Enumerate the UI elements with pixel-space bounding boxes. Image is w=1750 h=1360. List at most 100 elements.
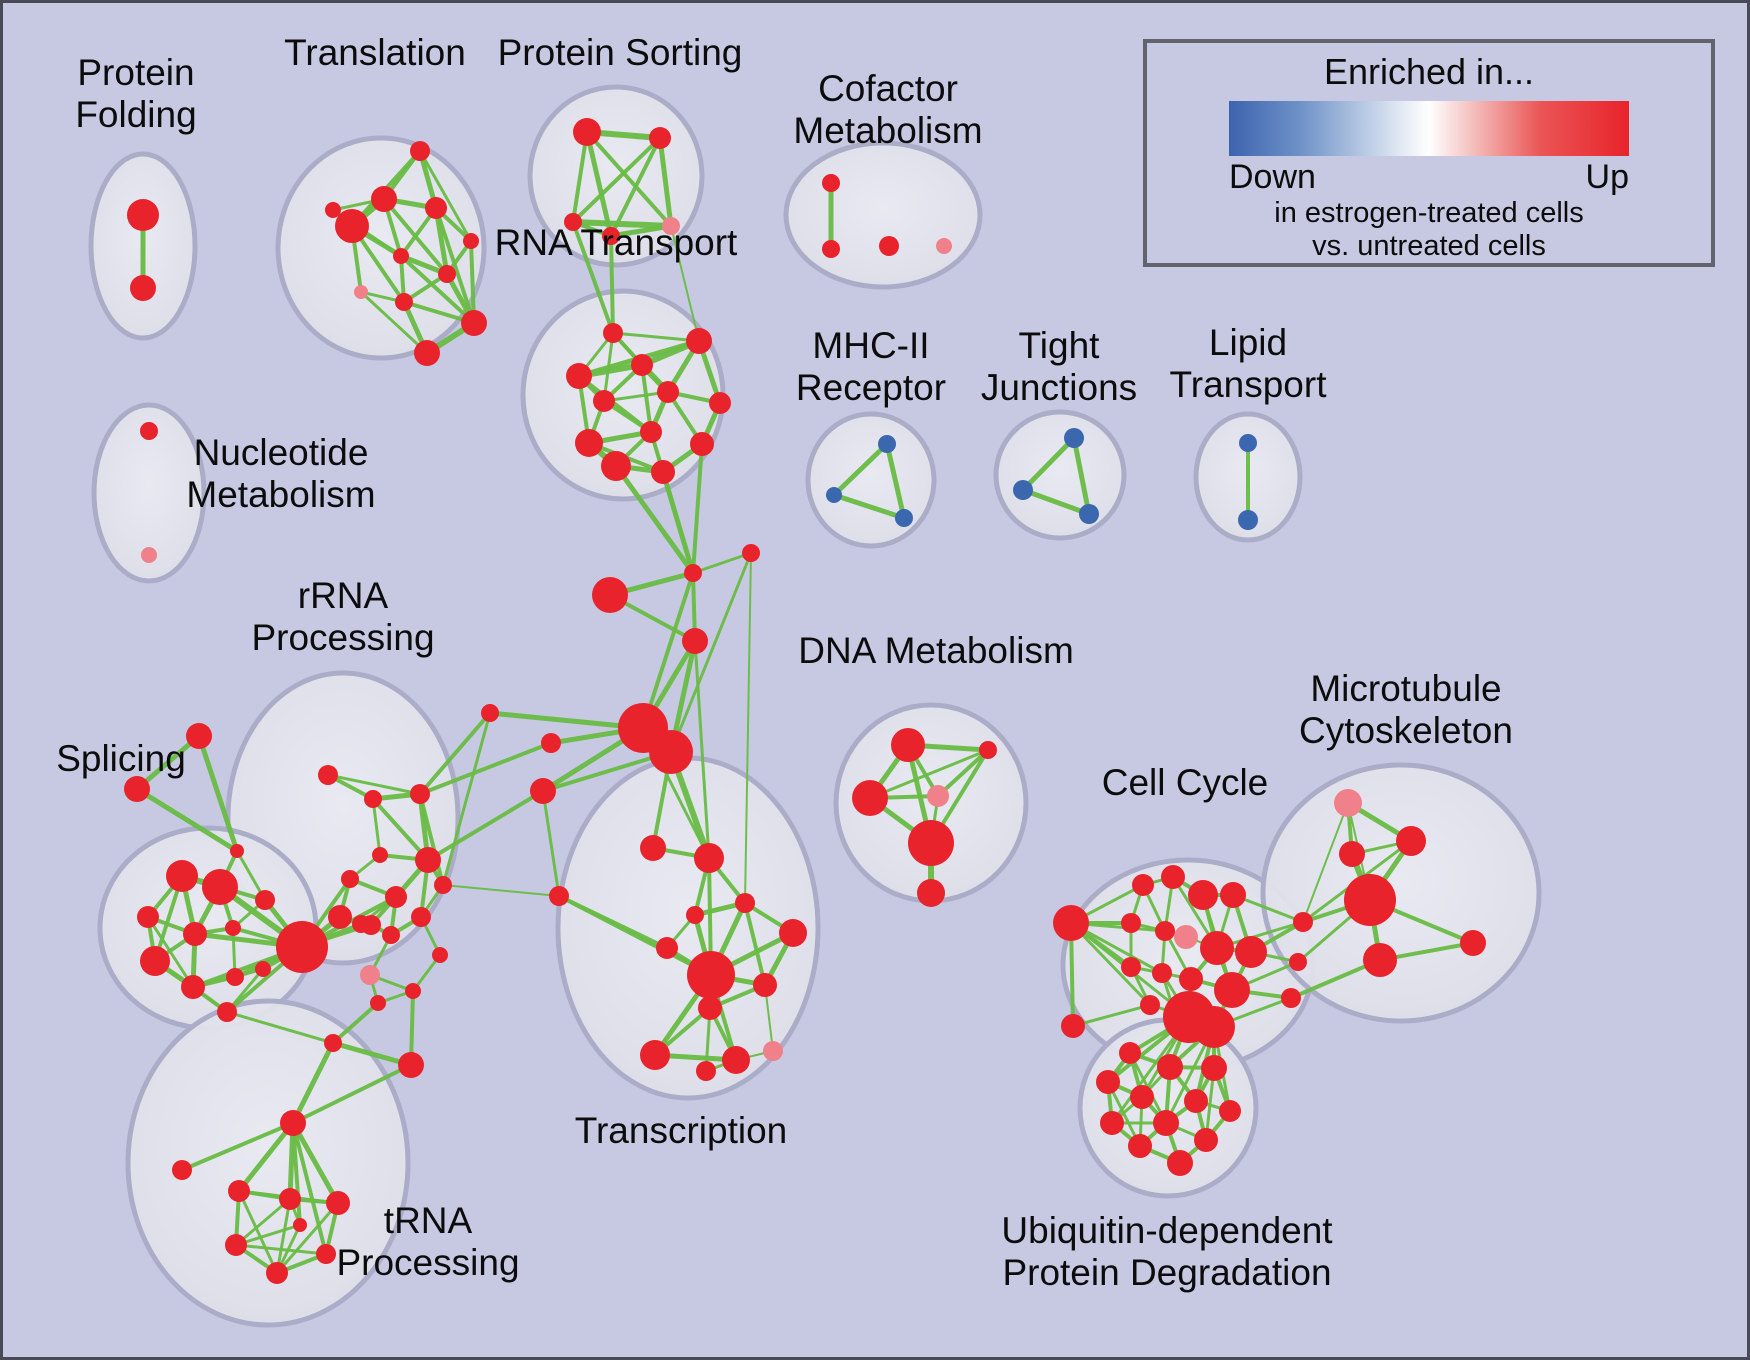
node-sp3 (137, 906, 159, 928)
edge-tl-tbh (180, 1121, 295, 1172)
edge-ps3-ps5 (570, 219, 674, 229)
edge-ps4-ps5 (608, 223, 674, 239)
node-tj3 (1079, 504, 1099, 524)
cluster-label-ubiquitin-degradation: Ubiquitin-dependent Protein Degradation (1001, 1210, 1333, 1293)
edge-rr9-c3 (442, 884, 560, 897)
node-ps4 (602, 227, 620, 245)
node-r4 (631, 354, 653, 376)
node-u7 (1219, 1100, 1241, 1122)
node-ps2 (649, 127, 671, 149)
network-svg: Protein Folding Translation Protein Sorting… (56, 32, 1542, 1328)
edge-r10-j1 (691, 442, 704, 575)
node-tr1 (640, 835, 666, 861)
edge-r4-r9 (640, 363, 653, 434)
edge-c2-rr6 (426, 789, 545, 862)
node-h2 (649, 730, 693, 774)
edge-r11-j1 (613, 463, 696, 576)
edge-tr3-tr8 (743, 901, 767, 987)
edge-c2-c3 (541, 789, 561, 898)
edge-xx1-tbh (290, 1040, 336, 1126)
node-c2 (530, 778, 556, 804)
node-r12 (651, 460, 675, 484)
node-sp5 (225, 920, 241, 936)
node-tr9 (698, 996, 722, 1020)
edge-tbh-tb3 (290, 1120, 341, 1206)
node-l1 (592, 577, 628, 613)
node-rr13 (411, 907, 431, 927)
node-cc1 (1132, 874, 1154, 896)
edge-ps1-ps5 (585, 130, 673, 228)
node-tb1 (228, 1180, 250, 1202)
node-n2 (141, 547, 157, 563)
edge-x2t-x3t (134, 786, 240, 854)
node-r6 (657, 381, 679, 403)
edge-m2-m3 (831, 492, 907, 521)
node-sp4 (183, 922, 207, 946)
cluster-label-translation: Translation (284, 32, 466, 73)
edge-ps2-ps5 (657, 135, 674, 229)
node-tr10 (640, 1040, 670, 1070)
edge-ov1-mtp (1302, 802, 1349, 923)
edge-c1-rr3 (418, 741, 553, 796)
node-d1 (891, 728, 925, 762)
legend-up-label: Up (1585, 158, 1629, 196)
node-j3 (742, 544, 760, 562)
edge-rr3-rr9 (418, 792, 445, 887)
node-rr3 (410, 784, 430, 804)
node-chb (1193, 1006, 1235, 1048)
node-r8 (575, 429, 603, 457)
legend-down-label: Down (1229, 158, 1316, 196)
node-tb2 (279, 1188, 301, 1210)
node-r1 (603, 323, 623, 343)
node-r11 (601, 451, 631, 481)
edge-ps2-ps4 (609, 136, 662, 238)
node-j1 (684, 564, 702, 582)
edge-x1t-x2t (134, 733, 202, 792)
node-rr17 (432, 947, 448, 963)
node-rr11 (361, 915, 381, 935)
cluster-label-nucleotide-metabolism: Nucleotide Metabolism (186, 432, 375, 515)
node-t3 (371, 186, 397, 212)
edge-cc13-cc15 (1071, 1003, 1152, 1028)
cluster-label-rna-transport: RNA Transport (495, 222, 738, 263)
node-cc15 (1061, 1014, 1085, 1038)
node-u2 (1157, 1054, 1183, 1080)
edge-tj2-tj3 (1020, 487, 1092, 517)
node-sp10 (217, 1002, 237, 1022)
node-sp11 (255, 961, 271, 977)
edge-ccl-cc13 (1069, 921, 1152, 1007)
edge-k1-rr3 (418, 711, 492, 796)
node-ps1 (573, 118, 601, 146)
node-tl (172, 1160, 192, 1180)
node-mtp (1334, 789, 1362, 817)
node-tb3 (326, 1191, 350, 1215)
node-tr7 (687, 951, 735, 999)
node-tj1 (1064, 428, 1084, 448)
cluster-label-lipid-transport: Lipid Transport (1170, 322, 1328, 405)
cluster-label-trna-processing: tRNA Processing (336, 1200, 519, 1283)
node-tr3 (735, 893, 755, 913)
node-u5 (1130, 1085, 1154, 1109)
edge-ps3-r1 (571, 220, 615, 335)
legend-caption-line2: vs. untreated cells (1312, 230, 1546, 262)
cluster-label-cofactor-metabolism: Cofactor Metabolism (793, 68, 982, 151)
node-u11 (1194, 1128, 1218, 1152)
legend-gradient-bar (1229, 101, 1629, 156)
edge-tb2-tb5 (275, 1197, 292, 1275)
cluster-ellipse-microtubule-cytoskeleton (1260, 762, 1542, 1024)
node-xx1 (324, 1034, 342, 1052)
edge-t1-t5 (418, 149, 473, 243)
node-mt2 (1339, 841, 1365, 867)
cluster-ellipse-trna-processing (125, 998, 411, 1328)
node-rr12 (382, 926, 400, 944)
node-pf1 (127, 199, 159, 231)
node-r7 (709, 392, 731, 414)
node-n1 (140, 422, 158, 440)
node-r9 (640, 421, 662, 443)
node-x2t (124, 776, 150, 802)
node-rr14 (360, 965, 380, 985)
node-j2 (682, 628, 708, 654)
legend-title: Enriched in... (1323, 51, 1535, 92)
cluster-ellipse-nucleotide-metabolism (91, 402, 207, 584)
node-tb6 (316, 1244, 336, 1264)
